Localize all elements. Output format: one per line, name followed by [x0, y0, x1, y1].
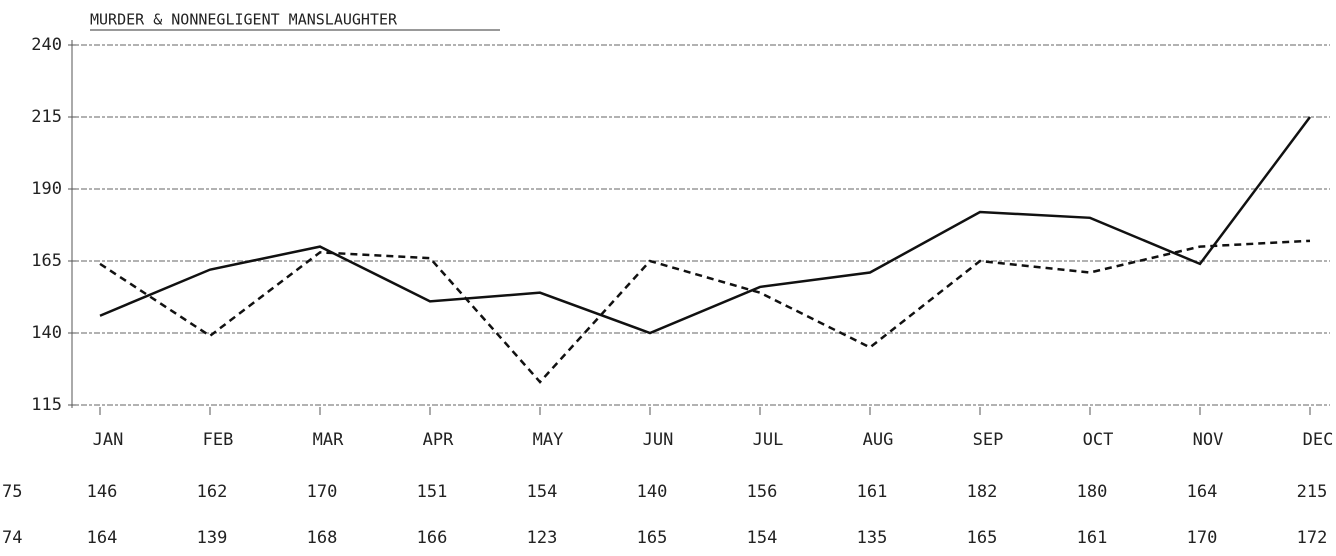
x-tick-label: FEB — [203, 430, 234, 450]
value-label: 123 — [527, 528, 558, 548]
row-label: 75 — [2, 482, 22, 502]
x-tick-label: DEC — [1303, 430, 1334, 450]
x-tick-label: MAR — [313, 430, 344, 450]
value-label: 165 — [637, 528, 668, 548]
x-tick-label: JUL — [753, 430, 784, 450]
value-label: 164 — [87, 528, 118, 548]
y-tick-label: 115 — [31, 395, 62, 415]
value-label: 135 — [857, 528, 888, 548]
value-label: 151 — [417, 482, 448, 502]
value-label: 172 — [1297, 528, 1328, 548]
value-label: 180 — [1077, 482, 1108, 502]
x-tick-label: JAN — [93, 430, 124, 450]
x-tick-label: APR — [423, 430, 454, 450]
y-tick-label: 190 — [31, 179, 62, 199]
x-tick-label: OCT — [1083, 430, 1114, 450]
y-tick-label: 215 — [31, 107, 62, 127]
value-label: 164 — [1187, 482, 1218, 502]
chart-title: MURDER & NONNEGLIGENT MANSLAUGHTER — [90, 11, 398, 29]
y-tick-label: 165 — [31, 251, 62, 271]
value-label: 162 — [197, 482, 228, 502]
y-tick-label: 140 — [31, 323, 62, 343]
value-label: 156 — [747, 482, 778, 502]
value-label: 165 — [967, 528, 998, 548]
series-line — [99, 239, 1311, 384]
value-label: 166 — [417, 528, 448, 548]
value-label: 170 — [307, 482, 338, 502]
x-tick-label: SEP — [973, 430, 1004, 450]
value-label: 215 — [1297, 482, 1328, 502]
value-label: 154 — [527, 482, 558, 502]
value-label: 161 — [857, 482, 888, 502]
value-label: 168 — [307, 528, 338, 548]
row-label: 74 — [2, 528, 22, 548]
series-line — [99, 116, 1312, 335]
value-label: 161 — [1077, 528, 1108, 548]
x-tick-label: JUN — [643, 430, 674, 450]
value-label: 146 — [87, 482, 118, 502]
x-tick-label: NOV — [1193, 430, 1224, 450]
value-label: 140 — [637, 482, 668, 502]
value-label: 170 — [1187, 528, 1218, 548]
y-tick-label: 240 — [31, 35, 62, 55]
value-label: 139 — [197, 528, 228, 548]
x-tick-label: AUG — [863, 430, 894, 450]
x-tick-label: MAY — [533, 430, 564, 450]
value-label: 154 — [747, 528, 778, 548]
value-label: 182 — [967, 482, 998, 502]
